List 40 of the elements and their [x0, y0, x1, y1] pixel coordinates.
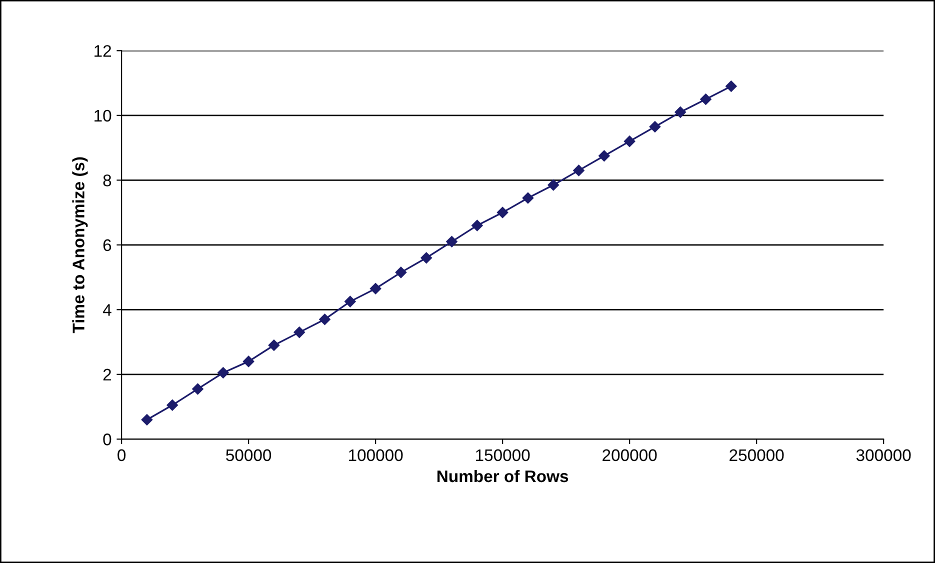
point [420, 252, 432, 264]
point [674, 106, 686, 118]
point [242, 356, 254, 368]
y-tick-label: 12 [94, 45, 111, 57]
point [268, 340, 280, 351]
x-axis-title: Number of Rows [437, 470, 568, 482]
point [395, 266, 407, 278]
point [344, 296, 356, 308]
y-tick-label: 10 [94, 110, 112, 122]
point [218, 367, 229, 378]
point [141, 414, 153, 426]
y-axis-title: Time to Anonymize (s) [72, 157, 88, 334]
point [522, 192, 534, 204]
x-tick-label: 250000 [730, 449, 784, 462]
point [294, 326, 305, 338]
y-tick-label: 0 [103, 434, 112, 446]
point [726, 80, 737, 92]
point [700, 94, 712, 105]
point [649, 121, 661, 132]
point [166, 400, 178, 411]
x-tick-label: 0 [118, 449, 126, 462]
point [446, 236, 458, 248]
x-tick-label: 100000 [349, 449, 403, 462]
x-tick-label: 50000 [226, 449, 272, 462]
point [548, 179, 559, 191]
y-tick-label: 8 [103, 174, 112, 186]
x-tick-label: 150000 [476, 449, 530, 462]
point [370, 283, 382, 294]
y-tick-label: 2 [103, 368, 111, 380]
point [472, 220, 483, 232]
point [573, 164, 584, 176]
y-tick-label: 4 [102, 304, 112, 316]
x-tick-label: 300000 [856, 449, 911, 462]
point [496, 206, 508, 218]
y-tick-label: 6 [103, 239, 112, 252]
point [319, 314, 330, 325]
x-tick-label: 200000 [602, 449, 657, 462]
point [624, 136, 636, 147]
point [598, 150, 610, 162]
point [192, 383, 204, 395]
